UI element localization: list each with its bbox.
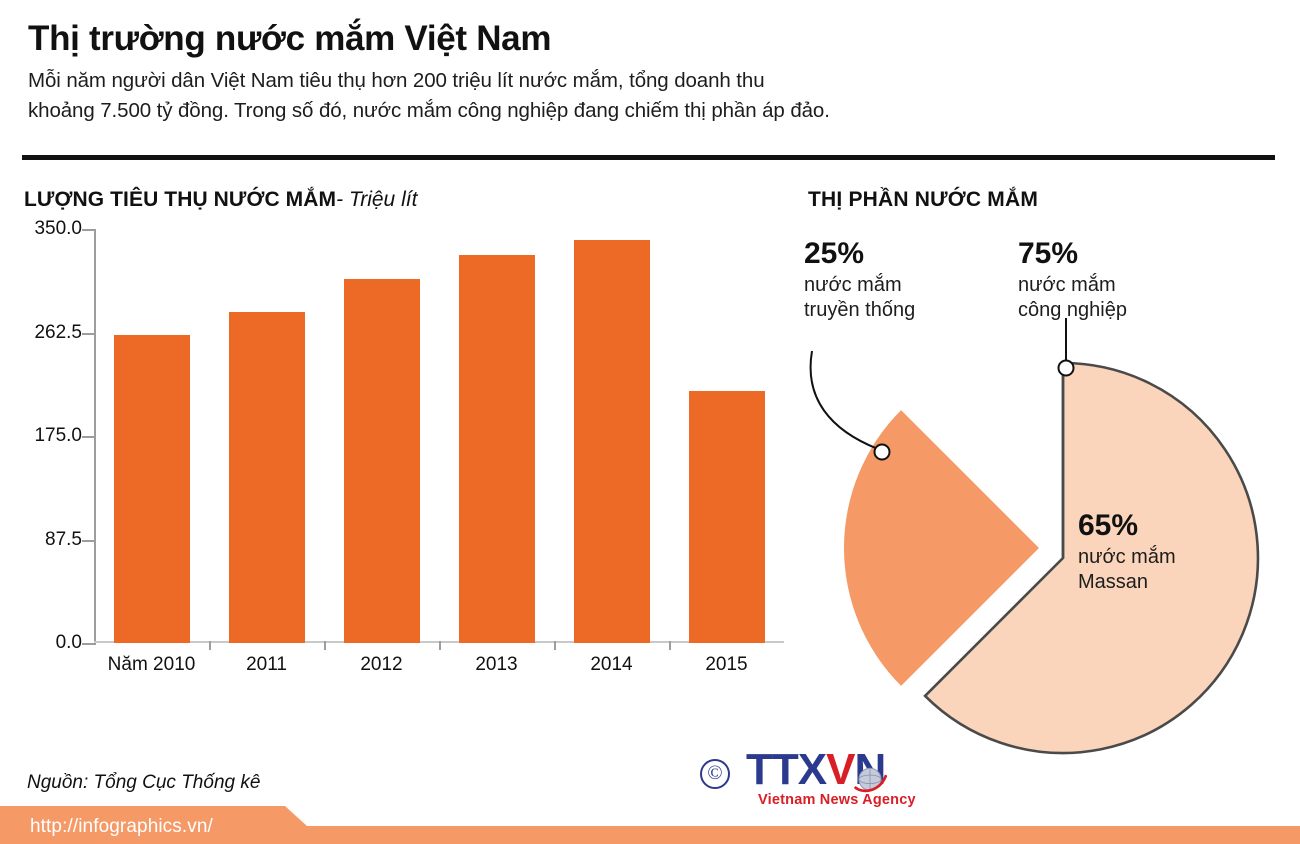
- x-axis-tick-label: 2014: [590, 654, 633, 675]
- y-axis-tick: [82, 229, 96, 231]
- pie-chart-title: THỊ PHẦN NƯỚC MẮM: [808, 188, 1039, 211]
- x-axis-tick-label: 2012: [360, 654, 403, 675]
- footer-url[interactable]: http://infographics.vn/: [30, 816, 213, 837]
- pie-chart-section: THỊ PHẦN NƯỚC MẮM 25% nước mắm truyền th…: [790, 168, 1300, 768]
- y-axis-labels: 0.0 87.5 175.0 262.5 350.0: [24, 218, 90, 653]
- ttxvn-logo: © TTXVN Vietnam News Agency: [700, 745, 950, 810]
- subtitle-line-2: khoảng 7.500 tỷ đồng. Trong số đó, nước …: [28, 99, 830, 123]
- callout-industrial-label: nước mắm công nghiệp: [1018, 273, 1127, 323]
- bar: [573, 239, 650, 643]
- x-axis-tick-label: Năm 2010: [107, 654, 196, 675]
- globe-icon: [853, 767, 887, 793]
- pie-label-massan-line1: nước mắm: [1078, 545, 1176, 568]
- pie-slice-traditional: [843, 410, 1039, 686]
- x-axis-tick: [554, 641, 556, 650]
- bar: [113, 335, 190, 643]
- bar-chart-plot: 0.0 87.5 175.0 262.5 350.0 Năm 2010 2011 2012 2…: [24, 218, 784, 686]
- y-axis-tick: [82, 332, 96, 335]
- bar: [458, 255, 535, 643]
- footer-bar-shape: [0, 806, 1300, 844]
- y-axis-tick-label: 175.0: [34, 425, 82, 446]
- footer-bar: [0, 806, 1300, 844]
- header-divider: [22, 155, 1275, 160]
- y-axis-tick-label: 87.5: [45, 528, 82, 550]
- header: Thị trường nước mắm Việt Nam Mỗi năm ngư…: [28, 18, 1278, 126]
- bar: [688, 391, 765, 643]
- callout-industrial-percent: 75%: [1018, 237, 1079, 270]
- callout-dot-industrial: [1057, 359, 1075, 377]
- x-axis-tick-label: 2011: [246, 654, 287, 675]
- callout-leader-traditional: [809, 350, 879, 450]
- source-note: Nguồn: Tổng Cục Thống kê: [27, 772, 261, 793]
- y-axis-tick-label: 262.5: [34, 321, 82, 343]
- copyright-icon: ©: [700, 759, 730, 789]
- pie-label-massan-line2: Massan: [1078, 570, 1149, 593]
- callout-traditional-label-line2: truyền thống: [804, 298, 916, 321]
- x-axis-tick: [669, 641, 671, 650]
- callout-dot-traditional: [873, 443, 891, 461]
- callout-industrial-label-line2: công nghiệp: [1018, 298, 1127, 321]
- pie-label-massan: 65% nước mắm Massan: [1078, 510, 1176, 595]
- y-axis-tick: [82, 539, 96, 542]
- subtitle-line-1: Mỗi năm người dân Việt Nam tiêu thụ hơn …: [28, 69, 765, 93]
- x-axis-tick-label: 2015: [705, 654, 748, 675]
- callout-industrial: 75% nước mắm công nghiệp: [1018, 238, 1127, 323]
- page-title: Thị trường nước mắm Việt Nam: [28, 19, 552, 58]
- bar-chart-title-unit: - Triệu lít: [336, 188, 418, 211]
- logo-wordmark-v: V: [826, 745, 855, 794]
- y-axis-tick-label: 0.0: [55, 632, 82, 653]
- callout-industrial-label-line1: nước mắm: [1018, 273, 1116, 296]
- bar-chart-title-main: LƯỢNG TIÊU THỤ NƯỚC MẮM: [24, 188, 337, 211]
- callout-traditional-label-line1: nước mắm: [804, 273, 902, 296]
- logo-tagline: Vietnam News Agency: [758, 792, 916, 808]
- x-axis-tick: [324, 641, 326, 650]
- logo-wordmark-ttx: TTX: [746, 745, 827, 794]
- callout-traditional-label: nước mắm truyền thống: [804, 273, 915, 323]
- bar-group: [94, 229, 784, 643]
- pie-label-massan-percent: 65%: [1078, 509, 1139, 542]
- bar-chart-title: LƯỢNG TIÊU THỤ NƯỚC MẮM- Triệu lít: [24, 188, 417, 212]
- y-axis-tick: [82, 643, 96, 645]
- page-subtitle: Mỗi năm người dân Việt Nam tiêu thụ hơn …: [28, 66, 1278, 125]
- bar: [343, 278, 420, 643]
- pie-slice-industrial: [923, 361, 1260, 755]
- x-axis-tick: [209, 641, 211, 650]
- x-axis-tick-label: 2013: [475, 654, 518, 675]
- pie-chart-graphic: [809, 318, 1260, 755]
- y-axis-tick-label: 350.0: [34, 218, 82, 239]
- bar-chart-section: LƯỢNG TIÊU THỤ NƯỚC MẮM- Triệu lít 0.0 87…: [0, 168, 790, 708]
- y-axis-tick: [82, 436, 96, 438]
- pie-label-massan-text: nước mắm Massan: [1078, 545, 1176, 595]
- bar: [228, 311, 305, 643]
- x-axis-tick: [439, 641, 441, 650]
- callout-traditional: 25% nước mắm truyền thống: [804, 238, 915, 323]
- callout-traditional-percent: 25%: [804, 237, 865, 270]
- x-axis-labels: Năm 2010 2011 2012 2013 2014 2015: [94, 654, 784, 686]
